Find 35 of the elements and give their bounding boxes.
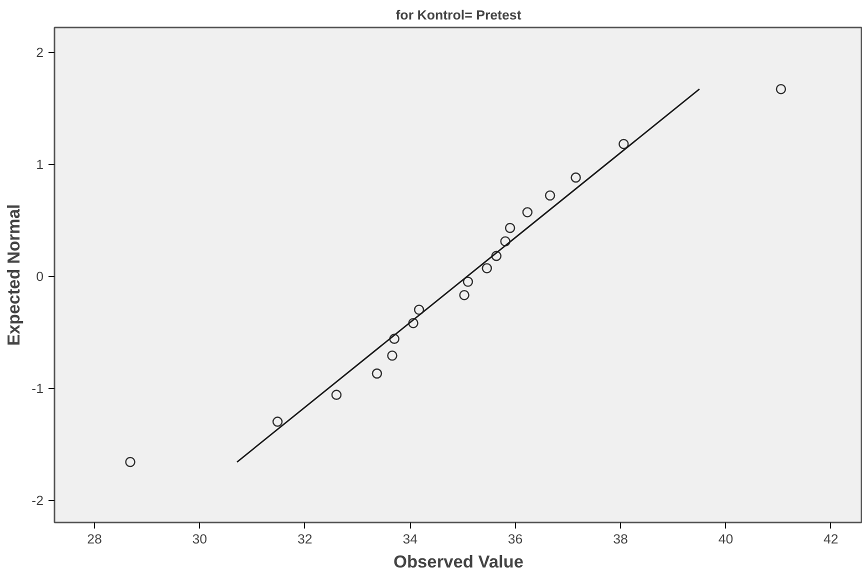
x-tick-label: 38 bbox=[613, 532, 628, 546]
point bbox=[618, 138, 629, 150]
point bbox=[522, 207, 533, 218]
x-tick-label: 42 bbox=[824, 532, 838, 546]
point bbox=[462, 276, 474, 287]
y-tick-label: -1 bbox=[32, 381, 44, 396]
point bbox=[776, 84, 786, 94]
y-tick-label: -2 bbox=[32, 493, 44, 508]
x-tick-label: 34 bbox=[402, 532, 418, 546]
y-axis-title: Expected Normal bbox=[4, 204, 24, 346]
point bbox=[459, 290, 470, 300]
y-tick-label: 0 bbox=[36, 269, 44, 284]
point bbox=[331, 390, 342, 400]
x-tick-label: 40 bbox=[718, 532, 734, 546]
point bbox=[389, 334, 400, 344]
x-tick-label: 36 bbox=[508, 532, 523, 546]
point bbox=[125, 456, 136, 468]
chart-title: for Kontrol= Pretest bbox=[396, 8, 522, 22]
point bbox=[408, 318, 418, 328]
point bbox=[491, 250, 502, 262]
point bbox=[570, 172, 581, 183]
point bbox=[272, 416, 283, 427]
y-tick-label: 2 bbox=[36, 45, 44, 60]
point bbox=[482, 263, 492, 274]
point bbox=[500, 236, 510, 247]
x-tick-label: 32 bbox=[297, 532, 312, 546]
point bbox=[387, 350, 398, 361]
point bbox=[372, 368, 382, 379]
x-axis-title: Observed Value bbox=[393, 552, 524, 572]
x-tick-label: 30 bbox=[192, 532, 208, 546]
y-tick-label: 1 bbox=[36, 157, 44, 172]
point bbox=[544, 190, 556, 201]
x-tick-label: 28 bbox=[87, 532, 102, 546]
point bbox=[414, 304, 424, 315]
point bbox=[504, 222, 516, 234]
